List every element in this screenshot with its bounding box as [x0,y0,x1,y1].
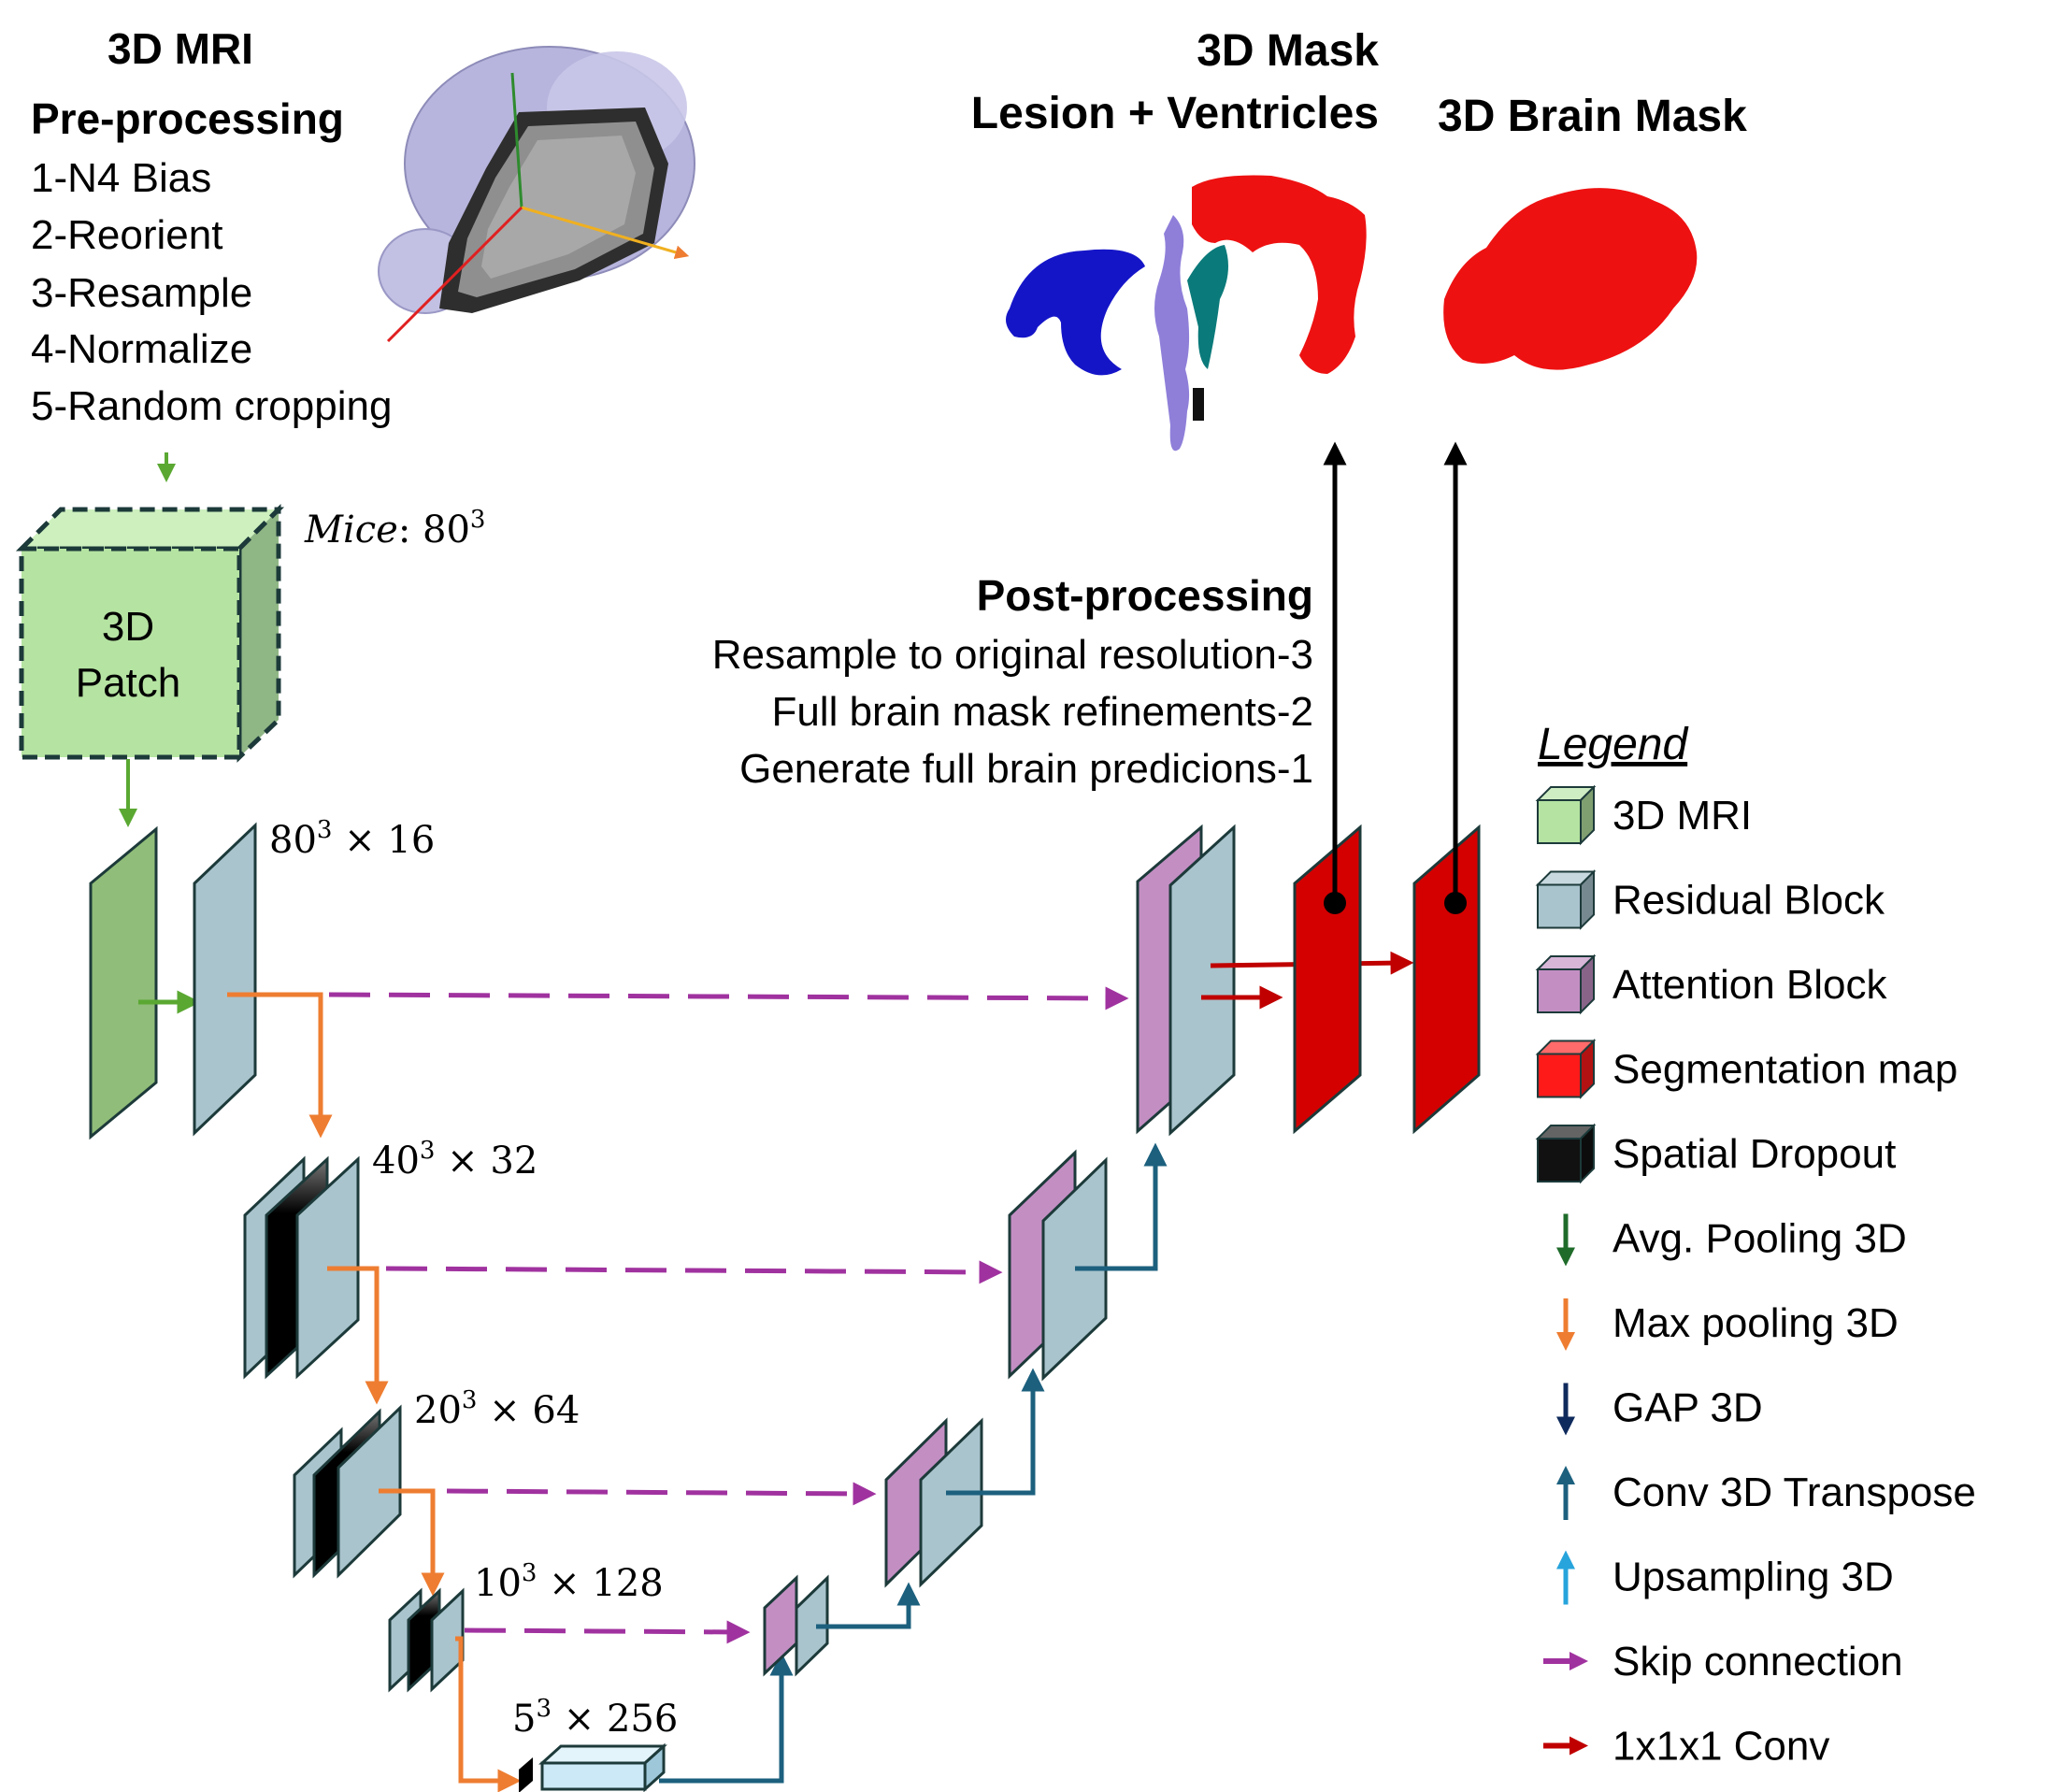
legend-item-label: Max pooling 3D [1612,1300,1899,1346]
legend-item-label: Conv 3D Transpose [1612,1469,1976,1515]
preprocessing-step: 5-Random cropping [31,383,392,429]
patch-size-label: Mice: 803 [304,506,485,552]
lesion-ventricles-image [1006,175,1367,452]
skip-connection [385,1260,1003,1284]
segmentation-map [1412,824,1481,1135]
legend-item: Attention Block [1535,953,1887,1015]
cube-icon [1535,1039,1597,1099]
skip-connection [328,986,1129,1011]
conv-transpose-arrow [659,1652,794,1784]
conv-transpose-arrow [946,1368,1045,1496]
skip-connection [446,1482,877,1506]
lesion-mask-title: Lesion + Ventricles [971,89,1379,138]
preprocessing-step: 2-Reorient [31,212,222,258]
lesion-mask-title: 3D Mask [1197,26,1379,76]
maxpool-arrow [227,992,333,1139]
legend-item: Residual Block [1535,869,1885,930]
postprocessing-title: Post-processing [977,571,1313,620]
legend-item: GAP 3D [1556,1383,1763,1436]
preprocessing-steps: 1-N4 Bias 2-Reorient 3-Resample 4-Normal… [31,155,392,429]
legend-item: 1x1x1 Conv [1543,1724,1829,1770]
legend-item-label: Avg. Pooling 3D [1612,1216,1907,1262]
legend-item: Skip connection [1543,1639,1903,1684]
input-title: 3D MRI [108,24,253,73]
arrow-up-icon [1556,1466,1575,1520]
conv-transpose-arrow [816,1582,921,1629]
brain-mask-image [1443,188,1698,370]
legend-item-label: Attention Block [1612,962,1887,1008]
skip-connection [464,1620,751,1644]
legend-item-label: 3D MRI [1612,793,1752,839]
level-size-label: 803 × 16 [269,816,435,862]
legend-item-label: Residual Block [1612,878,1885,924]
bottleneck-block [540,1761,647,1791]
legend-item-label: Skip connection [1612,1639,1903,1684]
postprocessing-step: Resample to original resolution-3 [712,632,1313,678]
cube-icon [1535,1123,1597,1184]
attention-block [763,1574,798,1677]
level-size-label: 403 × 32 [372,1137,538,1183]
segmentation-map [1293,824,1362,1135]
legend-title: Legend [1538,720,1688,769]
cube-icon [1535,953,1597,1015]
postprocessing-step: Full brain mask refinements-2 [771,689,1313,735]
maxpool-arrow [327,1266,389,1405]
residual-block [919,1417,983,1588]
patch-label: Patch [76,660,181,706]
preprocessing-step: 1-N4 Bias [31,155,211,201]
preprocessing-title: Pre-processing [31,94,344,143]
residual-block [795,1574,829,1677]
arrow-down-icon [1556,1213,1575,1267]
preprocessing-step: 4-Normalize [31,326,252,372]
postprocessing-step: Generate full brain predicions-1 [739,746,1313,792]
level-size-label: 103 × 128 [474,1559,664,1605]
legend-item-label: Segmentation map [1612,1047,1957,1093]
legend-item: 3D MRI [1535,784,1752,846]
maxpool-arrow [455,1636,522,1792]
input-patch-cube [15,503,285,763]
mri-input-layer [89,825,158,1140]
arrow-up-icon [1556,1550,1575,1605]
mri-brain-image [378,46,695,343]
legend-item-label: 1x1x1 Conv [1612,1724,1829,1770]
conv-transpose-arrow [1075,1142,1168,1271]
residual-block [1041,1156,1108,1382]
arrow-right-icon [1543,1652,1588,1670]
legend-item: Segmentation map [1535,1039,1957,1099]
legend-item: Upsampling 3D [1556,1550,1894,1605]
legend-item: Max pooling 3D [1556,1298,1899,1351]
legend-item-label: GAP 3D [1612,1385,1763,1431]
cube-icon [1535,869,1597,930]
maxpool-arrow [379,1488,445,1597]
brain-mask-title: 3D Brain Mask [1438,92,1747,141]
legend-item-label: Upsampling 3D [1612,1555,1894,1600]
legend-item: Avg. Pooling 3D [1556,1213,1907,1267]
level-size-label: 203 × 64 [414,1386,580,1432]
legend: 3D MRI Residual Block Attention Block Segme… [1535,784,1976,1770]
legend-item-label: Spatial Dropout [1612,1131,1896,1177]
residual-block [193,822,257,1137]
level-size-label: 53 × 256 [512,1695,678,1741]
preprocessing-step: 3-Resample [31,270,252,316]
legend-item: Conv 3D Transpose [1556,1466,1976,1520]
arrow-right-icon [1543,1736,1588,1756]
cube-icon [1535,784,1597,846]
legend-item: Spatial Dropout [1535,1123,1896,1184]
residual-block [337,1404,402,1579]
residual-block [1168,824,1236,1137]
patch-label: 3D [102,604,154,650]
arrow-down-icon [1556,1383,1575,1436]
arrow-down-icon [1556,1298,1575,1351]
spatial-dropout [519,1757,533,1792]
